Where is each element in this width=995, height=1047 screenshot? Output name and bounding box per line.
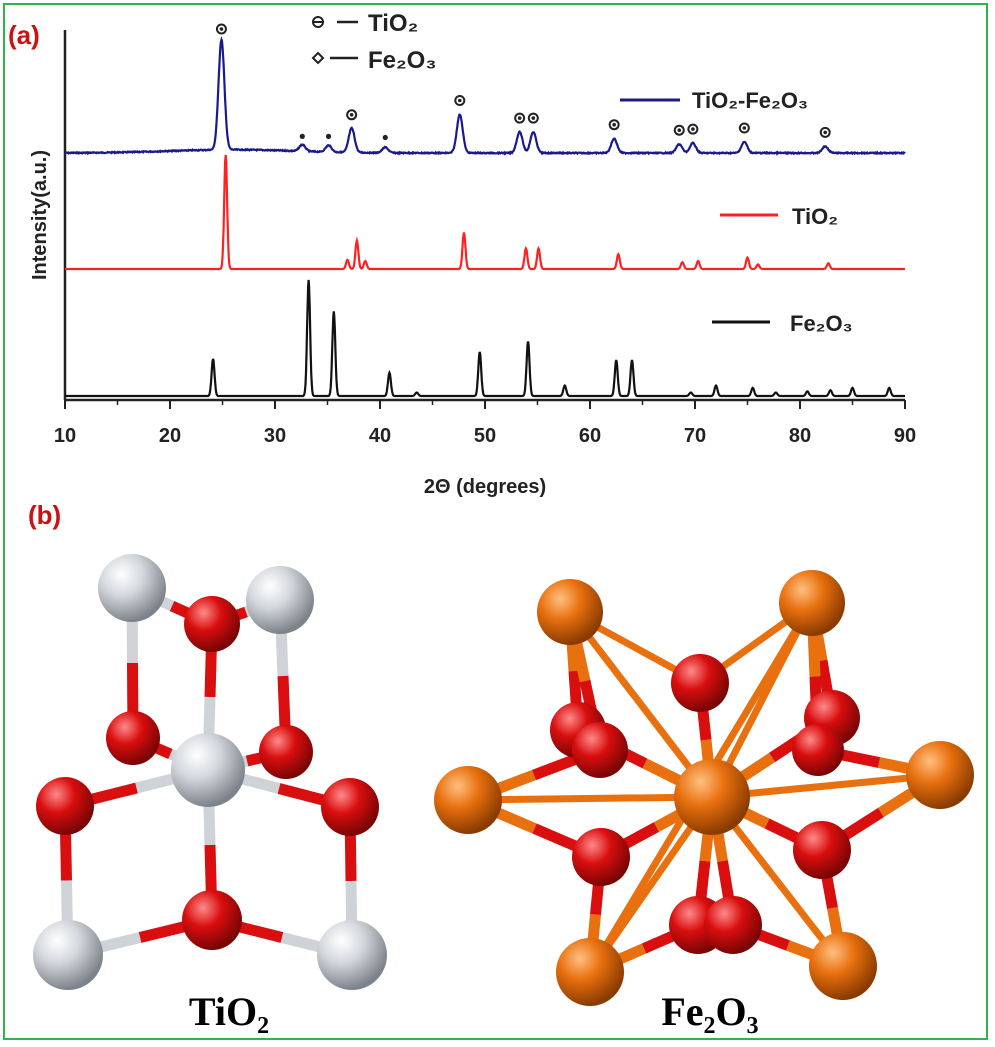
fe2o3-metal-atom (556, 938, 624, 1006)
fe2o3-oxygen-atom (572, 828, 630, 886)
fe2o3-oxygen-atom (671, 654, 729, 712)
tio2-peak-marker (346, 109, 358, 121)
peak-markers (215, 23, 831, 141)
legend-text-fe2o3: Fe₂O₃ (790, 311, 853, 336)
tio2-oxygen-atom (259, 725, 313, 779)
tio2-peak-marker (215, 23, 227, 35)
x-tick-label: 50 (474, 425, 496, 447)
legend-fe2o3-marker-icon (311, 51, 325, 65)
fe2o3-metal-atom (674, 759, 750, 835)
fe2o3-peak-marker (325, 133, 332, 139)
trace-series-0 (64, 36, 906, 156)
fe2o3-metal-atom (809, 932, 877, 1000)
tio2-structure-label: TiO₂ (189, 989, 269, 1034)
tio2-peak-marker (738, 122, 750, 134)
x-tick-label: 30 (264, 425, 286, 447)
tio2-atoms (33, 554, 387, 990)
figure-frame (3, 3, 988, 1040)
fe2o3-metal-atom (779, 570, 845, 636)
tio2-structure (33, 554, 387, 990)
chart-traces (64, 36, 906, 398)
legend-fe2o3-text: Fe₂O₃ (368, 47, 436, 74)
tio2-peak-marker (687, 123, 699, 135)
fe2o3-oxygen-atom (572, 722, 628, 778)
tio2-metal-atom (33, 920, 103, 990)
fe2o3-metal-atom (537, 579, 603, 645)
series-legend: TiO₂-Fe₂O₃ TiO₂ Fe₂O₃ (620, 88, 853, 336)
x-tick-label: 70 (684, 425, 706, 447)
fe2o3-bond (464, 793, 716, 804)
fe2o3-metal-atom (434, 766, 502, 834)
fe2o3-peak-marker (382, 134, 388, 141)
tio2-oxygen-atom (321, 778, 379, 836)
fe2o3-oxygen-atom (792, 724, 844, 776)
tio2-metal-atom (246, 566, 314, 634)
fe2o3-oxygen-atom (704, 896, 762, 954)
tio2-oxygen-atom (106, 711, 160, 765)
tio2-metal-atom (317, 920, 387, 990)
x-tick-label: 60 (579, 425, 601, 447)
marker-legend: TiO₂ Fe₂O₃ (311, 10, 436, 74)
x-tick-label: 80 (789, 425, 811, 447)
tio2-peak-marker (608, 119, 620, 131)
tio2-oxygen-atom (36, 777, 94, 835)
x-tick-label: 90 (894, 425, 916, 447)
fe2o3-structure-label: Fe₂O₃ (661, 989, 758, 1034)
tio2-metal-atom (98, 554, 166, 622)
tio2-oxygen-atom (182, 890, 242, 950)
x-tick-label: 20 (159, 425, 181, 447)
tio2-peak-marker (527, 112, 539, 124)
tio2-peak-marker (673, 124, 685, 136)
fe2o3-metal-atom (906, 741, 974, 809)
tio2-peak-marker (819, 126, 831, 138)
tio2-metal-atom (171, 733, 245, 807)
trace-series-1 (65, 154, 905, 271)
legend-tio2-text: TiO₂ (368, 10, 418, 37)
trace-series-2 (65, 279, 905, 398)
x-tick-label: 10 (54, 425, 76, 447)
x-tick-label: 40 (369, 425, 391, 447)
x-ticks: 10 20 30 40 50 60 70 80 90 (54, 400, 916, 447)
fe2o3-atoms (434, 570, 974, 1006)
y-axis-label: Intensity(a.u.) (29, 150, 51, 280)
tio2-oxygen-atom (184, 596, 240, 652)
legend-text-composite: TiO₂-Fe₂O₃ (692, 88, 808, 113)
fe2o3-structure (434, 570, 974, 1006)
legend-text-tio2: TiO₂ (792, 204, 838, 229)
legend-tio2-marker-icon (312, 16, 324, 28)
fe2o3-bond (566, 608, 716, 801)
x-axis-label: 2Θ (degrees) (424, 476, 546, 498)
panel-b-label: (b) (28, 500, 62, 530)
fe2o3-peak-marker (299, 133, 305, 139)
fe2o3-bond (708, 771, 944, 801)
fe2o3-oxygen-atom (793, 821, 851, 879)
tio2-peak-marker (514, 112, 526, 124)
chart-axes (63, 30, 905, 402)
tio2-peak-marker (454, 95, 466, 106)
panel-a-label: (a) (8, 20, 40, 50)
